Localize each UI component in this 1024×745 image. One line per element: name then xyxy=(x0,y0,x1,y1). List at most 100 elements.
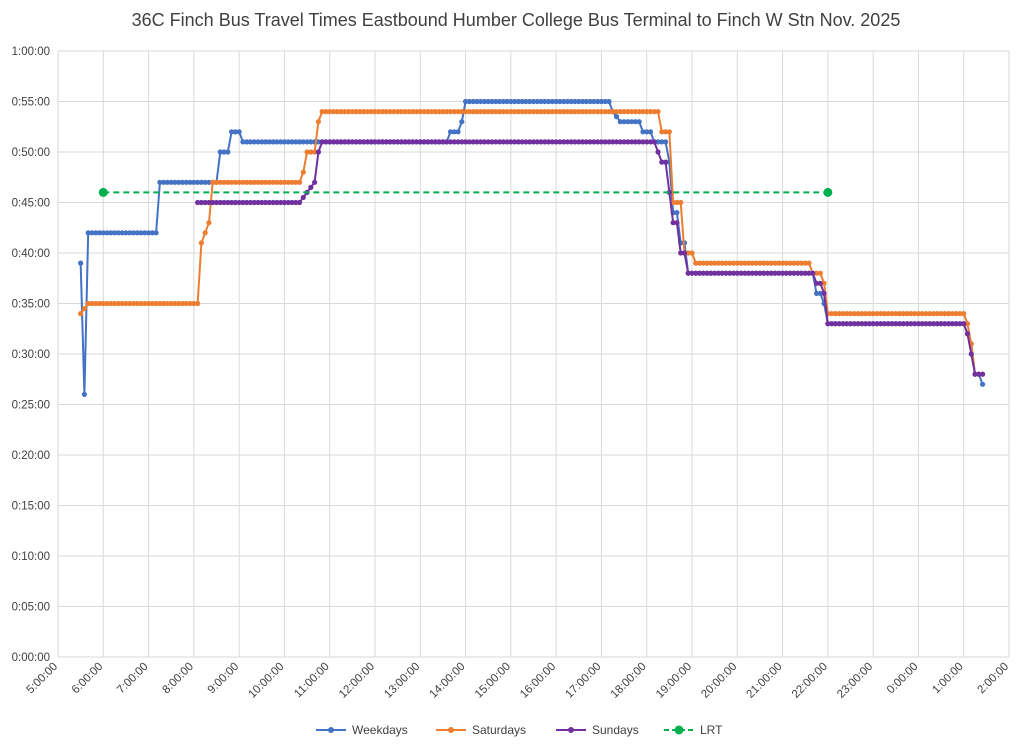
data-point xyxy=(357,109,363,115)
data-point xyxy=(678,199,684,206)
data-point xyxy=(296,139,303,145)
data-point xyxy=(632,109,638,115)
data-point xyxy=(459,139,465,145)
data-point xyxy=(870,311,876,317)
x-tick-label: 10:00:00 xyxy=(246,661,286,701)
data-point xyxy=(832,321,839,327)
data-point xyxy=(493,98,499,105)
data-point xyxy=(636,119,642,125)
data-point xyxy=(429,139,435,145)
data-point xyxy=(334,109,340,115)
data-point xyxy=(376,139,382,145)
x-tick-label: 21:00:00 xyxy=(745,661,785,701)
data-point xyxy=(349,109,355,115)
data-point xyxy=(372,109,378,115)
data-point xyxy=(885,321,891,327)
data-point xyxy=(568,109,574,115)
data-point xyxy=(527,139,533,145)
data-point xyxy=(130,230,137,236)
data-point xyxy=(681,250,688,256)
data-point xyxy=(655,109,661,115)
y-axis-ticks: 0:00:00 0:05:00 0:10:00 0:15:00 0:20:00 0:25:… xyxy=(12,46,50,664)
data-point xyxy=(647,109,654,115)
data-point xyxy=(674,199,680,206)
data-point xyxy=(500,109,506,115)
data-point xyxy=(440,139,446,145)
data-point xyxy=(281,139,288,145)
data-point xyxy=(953,311,959,317)
data-point xyxy=(293,139,299,145)
data-point xyxy=(595,139,601,145)
legend-swatch-marker xyxy=(674,725,684,735)
data-point xyxy=(429,109,435,115)
data-point xyxy=(285,199,291,206)
data-point xyxy=(730,260,737,266)
data-point xyxy=(183,300,189,307)
data-point xyxy=(583,109,589,115)
data-point xyxy=(470,139,476,145)
data-point xyxy=(930,311,937,317)
data-point xyxy=(813,290,820,296)
data-point xyxy=(625,119,631,125)
data-point xyxy=(674,220,680,226)
data-point xyxy=(123,300,129,307)
data-point xyxy=(930,321,937,327)
data-point xyxy=(478,109,484,115)
y-tick-label: 1:00:00 xyxy=(12,46,50,58)
data-point xyxy=(764,260,771,266)
data-point xyxy=(278,199,284,206)
x-tick-label: 12:00:00 xyxy=(337,661,377,701)
data-point xyxy=(262,139,269,145)
data-point xyxy=(704,260,710,266)
data-point xyxy=(289,179,295,185)
data-point xyxy=(315,149,321,155)
data-point xyxy=(474,139,480,145)
legend-item-saturdays: Saturdays xyxy=(436,723,526,737)
data-point xyxy=(327,139,333,145)
data-point xyxy=(844,311,850,317)
data-point xyxy=(617,109,623,115)
data-point xyxy=(659,129,665,135)
legend-item-weekdays: Weekdays xyxy=(316,723,408,737)
data-point xyxy=(508,98,514,105)
data-point xyxy=(568,98,574,105)
series-line xyxy=(79,100,984,395)
data-point xyxy=(810,270,816,276)
data-point xyxy=(217,179,223,185)
data-point xyxy=(538,139,544,145)
data-point xyxy=(451,109,457,115)
data-point xyxy=(296,179,303,185)
data-point xyxy=(315,119,321,125)
data-point xyxy=(719,270,725,276)
data-point xyxy=(651,139,657,145)
y-tick-label: 0:45:00 xyxy=(12,198,50,210)
data-point xyxy=(693,270,699,276)
data-point xyxy=(866,311,872,317)
data-point xyxy=(259,179,265,185)
data-point xyxy=(213,199,220,206)
data-point xyxy=(183,179,189,185)
data-point xyxy=(553,98,559,105)
data-point xyxy=(862,311,869,317)
data-point xyxy=(98,187,108,197)
data-point xyxy=(772,260,778,266)
data-point xyxy=(602,98,608,105)
data-point xyxy=(398,109,405,115)
data-point xyxy=(896,321,903,327)
data-point xyxy=(198,179,205,185)
data-point xyxy=(587,109,593,115)
data-point xyxy=(659,159,665,165)
data-point xyxy=(312,179,318,185)
data-point xyxy=(89,300,95,307)
data-point xyxy=(379,109,386,115)
data-point xyxy=(595,109,601,115)
data-point xyxy=(202,230,208,236)
data-point xyxy=(274,199,280,206)
data-point xyxy=(308,149,314,155)
data-point xyxy=(583,98,589,105)
data-point xyxy=(168,179,174,185)
data-point xyxy=(221,149,227,155)
data-point xyxy=(115,300,121,307)
data-point xyxy=(964,331,971,337)
data-point xyxy=(946,321,952,327)
